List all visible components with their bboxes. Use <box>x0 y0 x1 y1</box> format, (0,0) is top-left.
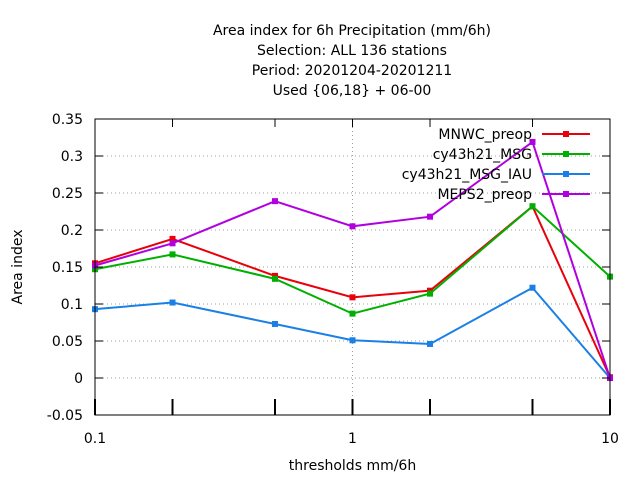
x-tick-label: 0.1 <box>84 431 106 447</box>
chart-title-line-4: Used {06,18} + 06-00 <box>273 83 432 99</box>
x-tick-label: 10 <box>601 431 619 447</box>
y-tick-label: 0.35 <box>52 112 83 128</box>
data-point <box>427 290 434 297</box>
data-point <box>271 320 278 327</box>
y-tick-label: 0.05 <box>52 334 83 350</box>
data-point <box>349 223 356 230</box>
data-point <box>529 203 536 210</box>
legend-label: MNWC_preop <box>438 127 532 143</box>
legend-label: cy43h21_MSG <box>433 147 532 163</box>
legend-swatch-marker <box>563 191 569 197</box>
data-point <box>349 310 356 317</box>
data-point <box>169 299 176 306</box>
data-point <box>529 138 536 145</box>
chart-title-line-3: Period: 20201204-20201211 <box>252 63 452 79</box>
axis-ticks: -0.05 0 0.05 0.1 0.15 0.2 0.25 0.3 0.35 0.1 1 10 <box>47 112 619 447</box>
legend-label: cy43h21_MSG_IAU <box>402 167 532 183</box>
y-tick-label: 0.3 <box>61 149 83 165</box>
data-point <box>271 198 278 205</box>
y-tick-label: 0 <box>74 371 83 387</box>
y-tick-label: -0.05 <box>47 408 83 424</box>
chart-title: Area index for 6h Precipitation (mm/6h) S… <box>213 23 491 99</box>
y-tick-label: 0.2 <box>61 223 83 239</box>
legend-swatch-marker <box>563 171 569 177</box>
legend-swatch-marker <box>563 151 569 157</box>
data-point <box>169 240 176 247</box>
y-axis-label: Area index <box>10 230 26 305</box>
data-point <box>169 235 176 242</box>
legend: MNWC_preop cy43h21_MSG cy43h21_MSG_IAU MEPS… <box>402 127 590 203</box>
data-point <box>169 251 176 258</box>
grid <box>95 119 610 415</box>
legend-label: MEPS2_preop <box>437 187 532 203</box>
data-point <box>427 340 434 347</box>
chart-title-line-1: Area index for 6h Precipitation (mm/6h) <box>213 23 491 39</box>
x-tick-label: 1 <box>348 431 357 447</box>
data-point <box>349 337 356 344</box>
legend-swatch-marker <box>563 131 569 137</box>
data-point <box>529 284 536 291</box>
data-point <box>349 294 356 301</box>
y-tick-label: 0.15 <box>52 260 83 276</box>
data-point <box>271 275 278 282</box>
y-tick-label: 0.25 <box>52 186 83 202</box>
data-point <box>427 213 434 220</box>
chart-title-line-2: Selection: ALL 136 stations <box>257 43 447 59</box>
y-tick-label: 0.1 <box>61 297 83 313</box>
x-axis-label: thresholds mm/6h <box>289 458 416 474</box>
